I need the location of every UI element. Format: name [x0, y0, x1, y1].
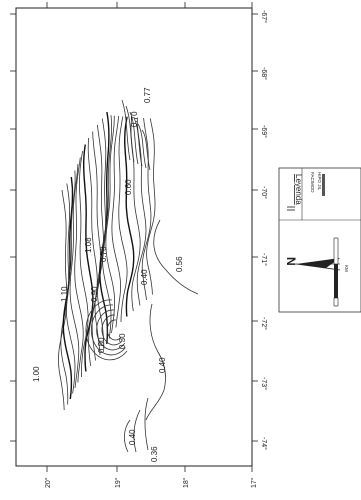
- contour-line: [141, 129, 151, 171]
- contour-line: [105, 115, 116, 334]
- contour-line: [83, 144, 94, 372]
- contour-line: [96, 309, 125, 351]
- legend-line: FACIMOD: [310, 172, 315, 193]
- lat-label: 19°: [114, 477, 122, 488]
- contour-line: [136, 117, 147, 306]
- contour-label: 0.77: [143, 87, 152, 103]
- lat-label: 17°: [250, 477, 258, 488]
- lon-label: -69°: [260, 125, 268, 138]
- legend-line-swatch: [322, 174, 325, 196]
- lon-label: -74°: [260, 437, 268, 450]
- north-arrow-head: [296, 258, 340, 268]
- contour-line: [118, 116, 128, 323]
- contour-line: [121, 99, 131, 161]
- lon-label: -72°: [260, 317, 268, 330]
- contour-value-labels: 0.77 0.70 0.60 1.08 0.70 0.56 0.40 1.10 …: [32, 87, 184, 462]
- lon-label: -68°: [260, 67, 268, 80]
- contour-line: [85, 299, 128, 361]
- lat-label: 20°: [44, 477, 52, 488]
- scale-bar: KM: [333, 237, 349, 307]
- legend-box: [278, 167, 361, 313]
- contour-line: [141, 117, 152, 301]
- contour-label: 0.30: [118, 333, 127, 349]
- scale-bar-segment: [333, 237, 339, 265]
- contour-line: [101, 314, 123, 346]
- isoline-contours: [58, 99, 156, 411]
- south-contours: [124, 219, 199, 453]
- contour-line: [145, 303, 166, 421]
- scale-bar-segment: [333, 297, 339, 307]
- contour-line: [102, 115, 113, 339]
- contour-label: 0.40: [128, 429, 137, 445]
- contour-label: 0.70: [130, 111, 139, 127]
- contour-label: 0.70: [99, 246, 108, 262]
- legend-panel: Leyenda FACIMOD HIPO JIL N KM: [278, 167, 361, 313]
- latitude-labels: 20° 19° 18° 17°: [44, 477, 258, 488]
- contour-label: 0.40: [158, 357, 167, 373]
- contour-line: [90, 304, 126, 356]
- lat-label: 18°: [182, 477, 190, 488]
- scale-bar-segment: [334, 264, 338, 298]
- lon-label: -67°: [260, 10, 268, 23]
- contour-label: 0.60: [124, 179, 133, 195]
- contour-line: [133, 117, 143, 167]
- north-arrow-tail: [295, 263, 341, 271]
- lon-label: -70°: [260, 186, 268, 199]
- scale-bar-label: KM: [344, 265, 349, 272]
- contour-line: [60, 183, 70, 405]
- contour-line: [123, 116, 135, 317]
- contour-line: [106, 319, 122, 341]
- contour-line: [137, 123, 147, 169]
- contour-line: [146, 118, 156, 295]
- contour-label: 0.56: [175, 256, 184, 272]
- contour-label: 1.08: [84, 237, 93, 253]
- longitude-labels: -67° -68° -69° -70° -71° -72° -73° -74°: [260, 10, 268, 450]
- contour-label: 0.40: [140, 269, 149, 285]
- contour-line: [69, 163, 80, 389]
- contour-line: [133, 409, 141, 453]
- map-frame: [15, 7, 253, 467]
- contour-label: 1.00: [32, 366, 41, 382]
- contour-line: [74, 157, 84, 383]
- contour-line: [111, 115, 122, 328]
- contour-line: [65, 170, 76, 394]
- north-arrow-label: N: [284, 257, 298, 266]
- legend-line: HIPO JIL: [317, 172, 322, 191]
- contour-label: 1.10: [60, 286, 69, 302]
- contour-line: [87, 137, 98, 367]
- lon-label: -73°: [260, 377, 268, 390]
- contour-line: [124, 419, 131, 453]
- contour-line: [153, 219, 199, 295]
- lon-label: -71°: [260, 253, 268, 266]
- contour-label: 0.90: [90, 286, 99, 302]
- contour-label: 0.80: [97, 337, 106, 353]
- legend-title: Leyenda: [294, 174, 303, 205]
- contour-line: [125, 105, 135, 163]
- north-arrow: N: [284, 257, 341, 271]
- frame-ticks: [10, 2, 258, 472]
- contour-label: 0.36: [150, 446, 159, 462]
- contour-line: [144, 397, 149, 451]
- contour-line: [129, 111, 139, 165]
- contour-line: [79, 150, 89, 378]
